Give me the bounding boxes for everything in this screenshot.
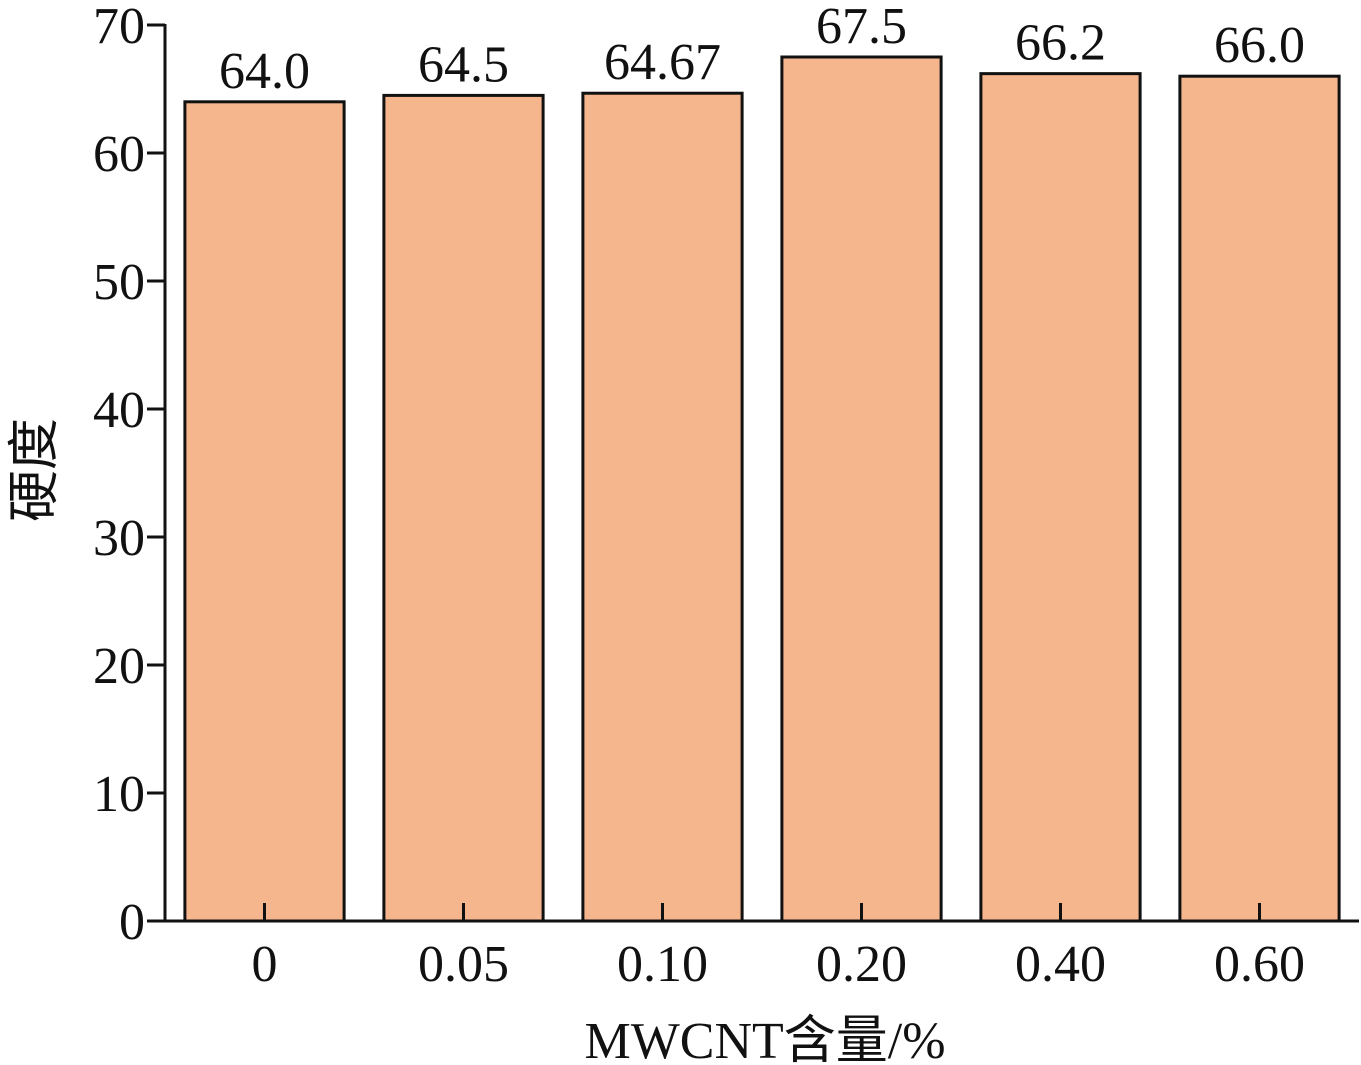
x-tick-label: 0.20: [816, 936, 907, 993]
y-tick-label: 10: [93, 766, 145, 823]
y-tick-label: 40: [93, 382, 145, 439]
y-tick-label: 20: [93, 638, 145, 695]
y-tick-label: 60: [93, 126, 145, 183]
data-label: 66.0: [1214, 17, 1305, 74]
y-axis-label: 硬度: [7, 418, 64, 522]
x-tick-label: 0.10: [617, 936, 708, 993]
data-label: 66.2: [1015, 15, 1106, 72]
x-tick-label: 0.40: [1015, 936, 1106, 993]
x-tick-label: 0.05: [418, 936, 509, 993]
x-axis-label: MWCNT含量/%: [584, 1013, 945, 1065]
bar: [581, 91, 744, 923]
bar: [979, 72, 1142, 923]
data-label: 64.5: [418, 36, 509, 93]
data-label: 64.0: [219, 43, 310, 100]
x-tick-label: 0: [252, 936, 278, 993]
y-tick-label: 0: [119, 894, 145, 951]
data-label: 64.67: [604, 34, 721, 91]
bar: [382, 93, 545, 923]
y-tick-label: 50: [93, 254, 145, 311]
y-tick-label: 70: [93, 0, 145, 55]
bar: [183, 100, 346, 923]
x-tick-label: 0.60: [1214, 936, 1305, 993]
bar: [780, 55, 943, 923]
y-tick-label: 30: [93, 510, 145, 567]
data-label: 67.5: [816, 0, 907, 55]
bar: [1178, 74, 1341, 923]
